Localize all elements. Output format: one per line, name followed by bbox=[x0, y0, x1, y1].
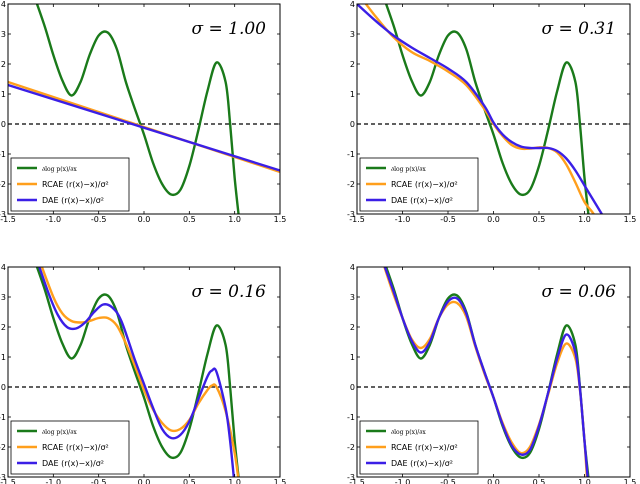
series-line-dae bbox=[357, 4, 604, 214]
y-tick-label: -2 bbox=[347, 443, 355, 452]
y-tick-label: 0 bbox=[350, 120, 355, 129]
y-tick-label: -2 bbox=[347, 180, 355, 189]
x-tick-label: 1.5 bbox=[274, 478, 287, 484]
legend-entry-label: RCAE (r(x)−x)/σ² bbox=[42, 180, 109, 189]
x-tick-label: -1.5 bbox=[0, 215, 16, 224]
series-line-true-gradient bbox=[35, 4, 240, 214]
x-tick-label: -1.5 bbox=[349, 478, 365, 484]
legend-entry-label: ∂log p(x)/∂x bbox=[42, 166, 77, 173]
series-line-true-gradient bbox=[35, 267, 240, 477]
legend-entry-label: DAE (r(x)−x)/σ² bbox=[42, 459, 104, 468]
legend-entry-label: DAE (r(x)−x)/σ² bbox=[42, 196, 104, 205]
y-tick-label: 1 bbox=[350, 353, 355, 362]
x-tick-label: 0.0 bbox=[487, 215, 500, 224]
y-tick-label: -2 bbox=[0, 180, 6, 189]
x-tick-label: 0.0 bbox=[138, 215, 151, 224]
series-line-rcae bbox=[40, 267, 240, 477]
legend-entry-label: DAE (r(x)−x)/σ² bbox=[391, 459, 453, 468]
y-tick-label: 2 bbox=[350, 60, 355, 69]
y-tick-label: 4 bbox=[1, 0, 6, 9]
y-tick-label: 3 bbox=[1, 293, 6, 302]
x-tick-label: 1.0 bbox=[228, 478, 241, 484]
y-tick-label: 0 bbox=[1, 120, 6, 129]
legend-entry-label: DAE (r(x)−x)/σ² bbox=[391, 196, 453, 205]
x-tick-label: -1.0 bbox=[395, 215, 411, 224]
y-tick-label: 4 bbox=[350, 0, 355, 9]
x-tick-label: -1.0 bbox=[46, 478, 62, 484]
x-tick-label: -1.5 bbox=[349, 215, 365, 224]
chart-panel-4: -1.5 -1.0 -0.5 0.0 0.5 1.0 1.5 -3 -2 -1 0 1 2 3 4 σ = 0… bbox=[347, 263, 637, 484]
y-tick-label: 3 bbox=[1, 30, 6, 39]
legend-entry-label: RCAE (r(x)−x)/σ² bbox=[42, 443, 109, 452]
chart-panel-3: -1.5 -1.0 -0.5 0.0 0.5 1.0 1.5 -3 -2 -1 0 1 2 3 4 σ = 0… bbox=[0, 263, 287, 484]
sigma-label: σ = 0.16 bbox=[191, 282, 266, 302]
x-tick-label: 0.5 bbox=[533, 478, 546, 484]
x-tick-label: 0.0 bbox=[138, 478, 151, 484]
x-tick-label: 0.0 bbox=[487, 478, 500, 484]
series-line-dae bbox=[383, 267, 589, 477]
x-tick-label: 1.5 bbox=[274, 215, 287, 224]
y-tick-label: -1 bbox=[347, 150, 355, 159]
x-tick-label: 0.5 bbox=[533, 215, 546, 224]
x-tick-label: -0.5 bbox=[440, 478, 456, 484]
legend-entry-label: RCAE (r(x)−x)/σ² bbox=[391, 180, 458, 189]
x-tick-label: -0.5 bbox=[440, 215, 456, 224]
y-tick-label: 2 bbox=[1, 323, 6, 332]
sigma-label: σ = 0.06 bbox=[541, 282, 616, 302]
y-tick-label: 2 bbox=[350, 323, 355, 332]
y-tick-label: 4 bbox=[1, 263, 6, 272]
y-tick-label: -1 bbox=[347, 413, 355, 422]
series-line-dae bbox=[38, 267, 235, 477]
x-tick-label: 1.5 bbox=[624, 215, 637, 224]
legend-entry-label: ∂log p(x)/∂x bbox=[391, 166, 426, 173]
y-tick-label: 3 bbox=[350, 293, 355, 302]
series-line-true-gradient bbox=[384, 4, 590, 214]
y-tick-label: 1 bbox=[1, 353, 6, 362]
x-tick-label: -0.5 bbox=[91, 478, 107, 484]
x-tick-label: -1.0 bbox=[395, 478, 411, 484]
x-tick-label: 1.0 bbox=[228, 215, 241, 224]
y-tick-label: 0 bbox=[1, 383, 6, 392]
y-tick-label: -3 bbox=[0, 210, 6, 219]
y-tick-label: 3 bbox=[350, 30, 355, 39]
y-tick-label: -1 bbox=[0, 413, 6, 422]
sigma-label: σ = 1.00 bbox=[191, 19, 266, 39]
x-tick-label: 0.5 bbox=[183, 478, 196, 484]
sigma-label: σ = 0.31 bbox=[541, 19, 616, 39]
x-tick-label: 1.5 bbox=[624, 478, 637, 484]
y-tick-label: -2 bbox=[0, 443, 6, 452]
series-line-dae bbox=[8, 83, 280, 172]
series-line-rcae bbox=[364, 4, 595, 214]
legend-entry-label: ∂log p(x)/∂x bbox=[42, 429, 77, 436]
y-tick-label: -3 bbox=[0, 473, 6, 482]
x-tick-label: -1.5 bbox=[0, 478, 16, 484]
x-tick-label: 0.5 bbox=[183, 215, 196, 224]
y-tick-label: 1 bbox=[1, 90, 6, 99]
x-tick-label: -1.0 bbox=[46, 215, 62, 224]
chart-panel-1: -1.5 -1.0 -0.5 0.0 0.5 1.0 1.5 -3 -2 -1 0 1 2 3 4 σ = 1… bbox=[0, 0, 286, 224]
x-tick-label: 1.0 bbox=[578, 215, 591, 224]
y-tick-label: 2 bbox=[1, 60, 6, 69]
y-tick-label: -3 bbox=[347, 210, 355, 219]
y-tick-label: 1 bbox=[350, 90, 355, 99]
y-tick-label: 4 bbox=[350, 263, 355, 272]
y-tick-label: 0 bbox=[350, 383, 355, 392]
y-tick-label: -1 bbox=[0, 150, 6, 159]
legend-entry-label: RCAE (r(x)−x)/σ² bbox=[391, 443, 458, 452]
x-tick-label: 1.0 bbox=[578, 478, 591, 484]
chart-panel-2: -1.5 -1.0 -0.5 0.0 0.5 1.0 1.5 -3 -2 -1 0 1 2 3 4 σ = 0… bbox=[347, 0, 637, 224]
y-tick-label: -3 bbox=[347, 473, 355, 482]
legend-entry-label: ∂log p(x)/∂x bbox=[391, 429, 426, 436]
x-tick-label: -0.5 bbox=[91, 215, 107, 224]
